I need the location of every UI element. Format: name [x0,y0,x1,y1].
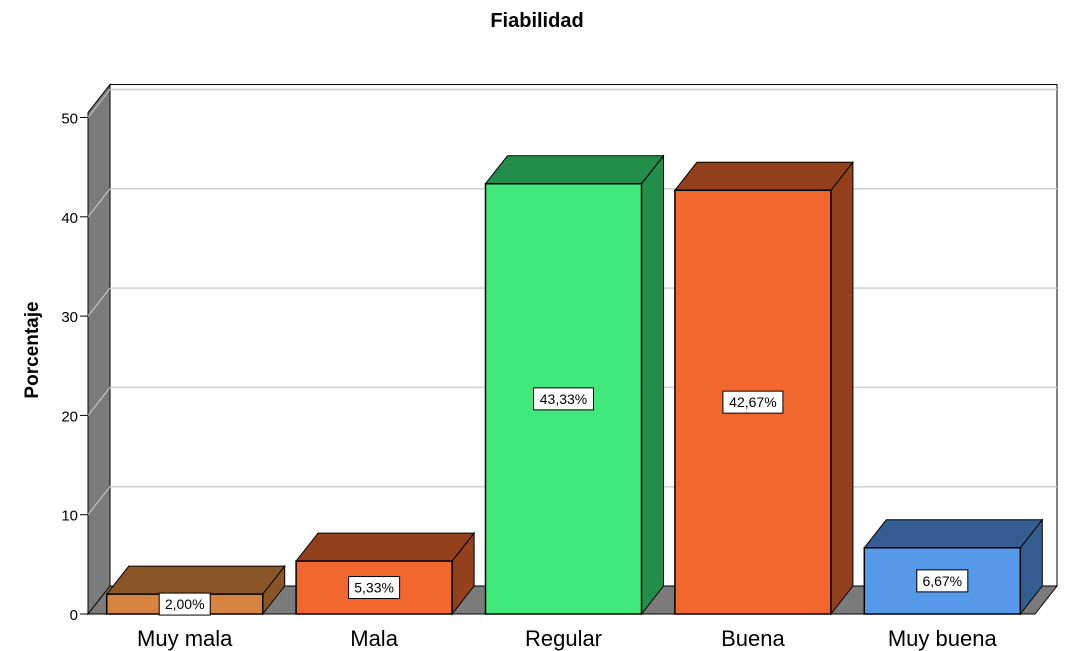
data-label-box [158,592,211,616]
data-label: 43,33% [540,391,587,407]
y-tick-label: 20 [61,408,78,425]
gridline-side [87,188,111,218]
y-tick-label: 10 [61,508,78,525]
data-label: 5,33% [354,580,394,596]
x-tick-label: Muy buena [888,626,998,651]
bar-side [641,154,664,616]
chart-title: Fiabilidad [490,10,584,32]
bar-top [105,565,286,595]
gridline-side [87,387,111,416]
y-tick-label: 40 [61,210,78,227]
x-tick-label: Buena [721,626,785,651]
data-label: 42,67% [729,394,776,410]
bar-top [673,161,854,191]
data-label: 6,67% [922,573,962,589]
gridline-side [87,287,111,317]
y-tick-label: 0 [70,607,78,624]
x-tick-label: Muy mala [137,626,233,651]
bar-top [863,519,1044,549]
bar-top [295,532,476,562]
x-tick-label: Mala [350,626,398,651]
data-label-box [533,387,594,411]
bar-side [830,160,854,616]
data-label-box [916,569,969,593]
y-tick-label: 30 [61,309,78,326]
left-wall [87,83,111,616]
y-tick-label: 50 [61,111,78,128]
x-tick-label: Regular [525,626,602,651]
gridline-side [87,89,111,118]
data-label: 2,00% [165,596,205,612]
data-label-box [722,390,784,414]
bar-top [484,155,665,185]
gridline-side [87,486,111,516]
data-label-box [348,576,401,600]
